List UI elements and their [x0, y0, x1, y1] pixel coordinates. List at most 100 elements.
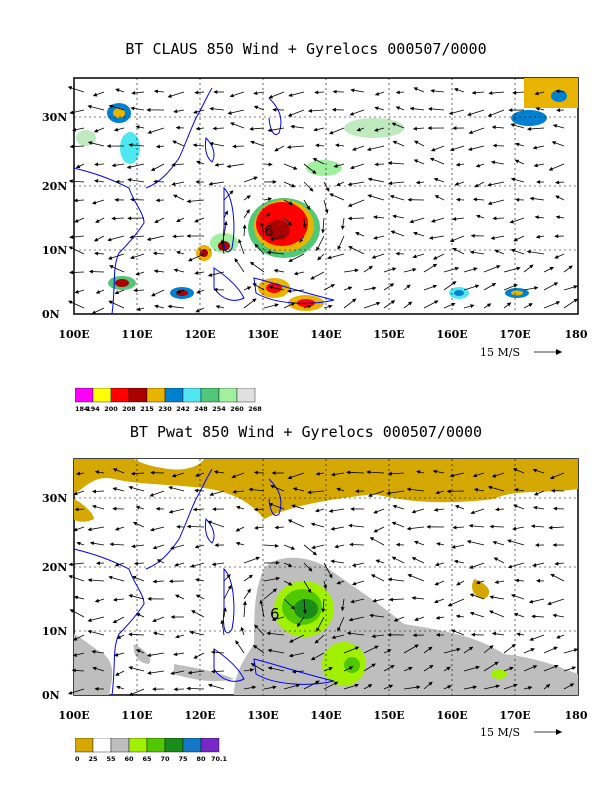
wind-vector-head [455, 614, 460, 619]
wind-vector-head [428, 236, 434, 240]
wind-vector-head [246, 286, 252, 291]
wind-vector-head [366, 470, 371, 475]
wind-vector-head [368, 265, 373, 270]
wind-vector-head [447, 602, 453, 607]
wind-vector-head [550, 488, 555, 493]
wind-vector-head [428, 681, 433, 686]
wind-vector-head [350, 165, 355, 170]
colorbar-label: 70.1 [211, 755, 228, 763]
reference-vector: 15 M/S [480, 346, 562, 359]
wind-vector-head [390, 230, 395, 235]
wind-vector-head [513, 488, 519, 492]
wind-vector-head [116, 685, 121, 690]
wind-vector-head [153, 269, 158, 274]
wind-vector-head [128, 692, 134, 696]
wind-vector-head [115, 88, 120, 93]
x-tick: 120E [184, 709, 215, 722]
wind-vector-head [288, 653, 294, 658]
wind-vector-head [251, 685, 257, 690]
wind-vector-head [253, 105, 259, 110]
wind-vector-head [324, 209, 329, 214]
wind-vector-head [452, 281, 457, 286]
x-tick: 150E [373, 709, 404, 722]
wind-vector-head [470, 304, 475, 309]
colorbar-swatch [146, 388, 166, 403]
x-tick: 120E [184, 328, 215, 341]
wind-vector-head [195, 126, 200, 131]
wind-vector-head [266, 631, 271, 636]
wind-vector-head [332, 89, 337, 94]
wind-vector-head [250, 663, 256, 667]
wind-vector-head [194, 544, 200, 549]
wind-vector-head [94, 470, 100, 474]
y-axis: 30N 20N 10N 0N [42, 111, 67, 321]
wind-vector-head [548, 525, 553, 530]
wind-vector-head [415, 180, 420, 185]
colorbar-swatch [236, 388, 256, 403]
wind-vector-head [408, 666, 413, 671]
wind-vector-head [150, 167, 156, 171]
wind-vector-head [299, 238, 304, 243]
wind-vector-head [128, 666, 133, 670]
wind-vector-head [371, 663, 376, 668]
wind-vector-head [274, 147, 279, 152]
wind-vector-head [387, 649, 392, 653]
wind-vector-head [340, 225, 345, 230]
wind-vector-head [350, 88, 355, 93]
wind-vector-head [315, 143, 320, 148]
wind-vector-head [212, 507, 217, 512]
wind-vector-head [267, 648, 272, 653]
wind-vector-head [269, 236, 274, 241]
wind-vector-head [374, 127, 379, 132]
wind-vector-head [146, 653, 152, 658]
wind-vector-head [170, 615, 175, 619]
wind-vector-head [488, 91, 493, 96]
wind-vector-head [336, 580, 341, 585]
wind-vector-head [247, 588, 251, 593]
wind-vector-head [174, 562, 179, 567]
wind-vector-head [87, 141, 93, 145]
wind-vector-head [250, 140, 255, 145]
x-tick: 130E [247, 709, 278, 722]
wind-vector-head [220, 239, 225, 244]
wind-vector-head [292, 487, 298, 492]
wind-vector-head [369, 613, 374, 618]
wind-vector-head [426, 524, 431, 529]
wind-vector-head [549, 267, 554, 271]
wind-vector-head [271, 617, 277, 622]
wind-vector-head [92, 504, 97, 509]
wind-vector-head [151, 687, 157, 692]
wind-vector-head [311, 545, 316, 550]
wind-vector-head [209, 141, 214, 146]
wind-vector-head [389, 194, 395, 199]
wind-vector-head [456, 581, 461, 586]
wind-vector-head [69, 144, 74, 149]
wind-vector-head [72, 653, 78, 657]
wind-vector-head [186, 524, 191, 529]
wind-vector-head [349, 542, 354, 547]
wind-vector-head [91, 649, 96, 654]
wind-vector-head [449, 238, 455, 243]
wind-vector-head [508, 108, 513, 113]
wind-vector-head [347, 203, 353, 207]
wind-vector-head [115, 672, 120, 676]
wind-vector-head [313, 127, 318, 132]
wind-vector-head [573, 285, 578, 289]
wind-vector-head [266, 250, 271, 255]
wind-vector-head [472, 685, 478, 690]
colorbar-swatch [128, 738, 148, 753]
wind-vector-head [473, 487, 479, 492]
wind-vector-head [266, 212, 271, 217]
wind-vector-head [492, 540, 497, 545]
wind-vector-head [290, 605, 296, 610]
colorbar-swatch [75, 738, 94, 753]
wind-vector-head [452, 247, 457, 252]
wind-vector-head [94, 598, 100, 603]
wind-vector-head [427, 126, 432, 131]
wind-vector-head [395, 251, 400, 256]
wind-vector-head [152, 545, 157, 550]
wind-vector-head [92, 92, 98, 97]
wind-vector-head [528, 599, 534, 604]
wind-vector-head [128, 632, 133, 637]
wind-vector-head [569, 683, 575, 688]
